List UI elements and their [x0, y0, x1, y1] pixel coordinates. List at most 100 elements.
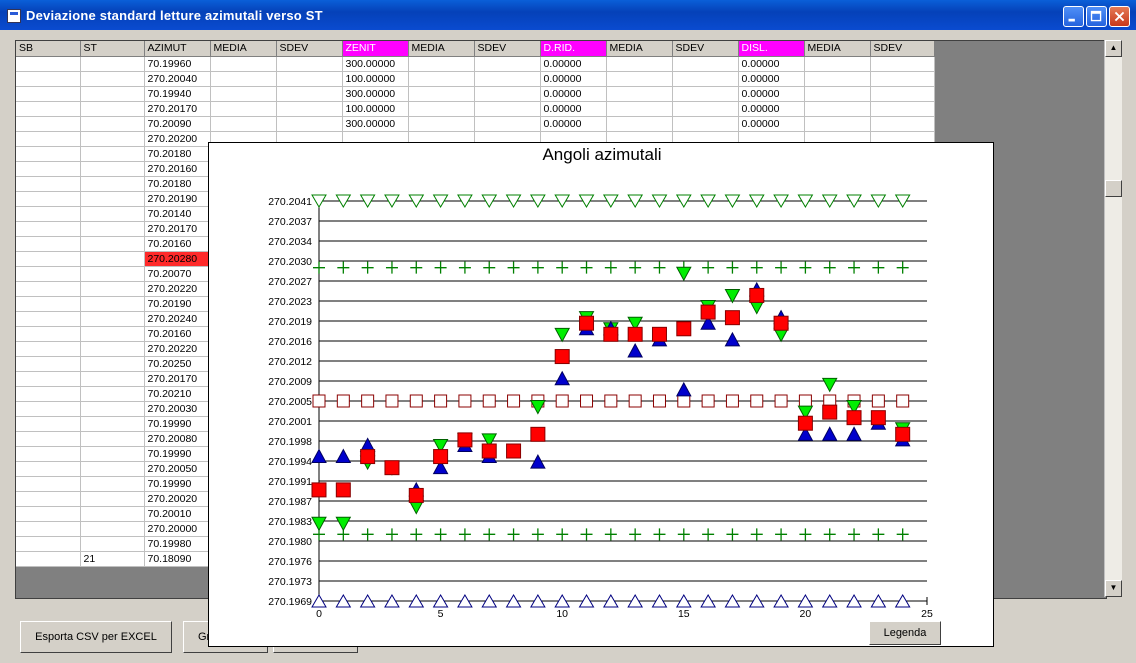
grid-cell[interactable]: [80, 236, 145, 252]
grid-cell[interactable]: 0.00000: [738, 56, 805, 72]
grid-cell[interactable]: 270.20220: [144, 341, 211, 357]
grid-cell[interactable]: [16, 71, 81, 87]
vertical-scrollbar[interactable]: ▲ ▼: [1104, 40, 1122, 597]
grid-cell[interactable]: [16, 536, 81, 552]
grid-cell[interactable]: 270.20240: [144, 311, 211, 327]
grid-cell[interactable]: [16, 551, 81, 567]
grid-cell[interactable]: 270.20190: [144, 191, 211, 207]
grid-cell[interactable]: [804, 56, 871, 72]
grid-cell[interactable]: 70.20090: [144, 116, 211, 132]
grid-cell[interactable]: [80, 461, 145, 477]
grid-cell[interactable]: [80, 356, 145, 372]
grid-cell[interactable]: [80, 416, 145, 432]
grid-cell[interactable]: 70.19990: [144, 476, 211, 492]
grid-cell[interactable]: [210, 116, 277, 132]
grid-cell[interactable]: [210, 101, 277, 117]
grid-cell[interactable]: [408, 71, 475, 87]
grid-cell[interactable]: [16, 461, 81, 477]
grid-header-cell[interactable]: SDEV: [276, 41, 343, 57]
grid-cell[interactable]: [16, 116, 81, 132]
grid-header-cell[interactable]: SB: [16, 41, 81, 57]
grid-cell[interactable]: [80, 311, 145, 327]
grid-header-cell[interactable]: MEDIA: [408, 41, 475, 57]
grid-cell[interactable]: [80, 386, 145, 402]
grid-cell[interactable]: 21: [80, 551, 145, 567]
grid-cell[interactable]: [408, 86, 475, 102]
grid-cell[interactable]: [870, 71, 935, 87]
grid-cell[interactable]: [16, 221, 81, 237]
grid-cell[interactable]: 0.00000: [738, 101, 805, 117]
grid-cell[interactable]: [16, 101, 81, 117]
grid-cell[interactable]: 70.19990: [144, 446, 211, 462]
grid-cell[interactable]: 70.19960: [144, 56, 211, 72]
grid-row[interactable]: 270.20170 100.00000 0.00000 0.00000: [16, 101, 935, 117]
grid-cell[interactable]: [16, 371, 81, 387]
grid-cell[interactable]: [16, 296, 81, 312]
grid-cell[interactable]: [870, 101, 935, 117]
grid-cell[interactable]: [672, 86, 739, 102]
grid-cell[interactable]: 270.20080: [144, 431, 211, 447]
grid-header-cell[interactable]: ST: [80, 41, 145, 57]
grid-cell[interactable]: 270.20200: [144, 131, 211, 147]
grid-cell[interactable]: 70.20190: [144, 296, 211, 312]
grid-cell[interactable]: [474, 116, 541, 132]
grid-header-cell[interactable]: SDEV: [672, 41, 739, 57]
grid-cell[interactable]: [80, 341, 145, 357]
grid-cell[interactable]: [16, 416, 81, 432]
grid-cell[interactable]: 70.20180: [144, 146, 211, 162]
grid-cell[interactable]: [16, 491, 81, 507]
grid-cell[interactable]: [80, 251, 145, 267]
scroll-up-button[interactable]: ▲: [1105, 40, 1122, 57]
grid-header-cell[interactable]: SDEV: [474, 41, 541, 57]
grid-cell[interactable]: [80, 161, 145, 177]
grid-row[interactable]: 70.19960 300.00000 0.00000 0.00000: [16, 56, 935, 72]
grid-cell[interactable]: [16, 431, 81, 447]
grid-cell[interactable]: 70.20250: [144, 356, 211, 372]
grid-header-cell[interactable]: MEDIA: [804, 41, 871, 57]
grid-cell[interactable]: 270.20160: [144, 161, 211, 177]
grid-cell[interactable]: 270.20280: [144, 251, 211, 267]
grid-cell[interactable]: [16, 521, 81, 537]
grid-cell[interactable]: [16, 356, 81, 372]
grid-cell[interactable]: [16, 326, 81, 342]
grid-cell[interactable]: [80, 506, 145, 522]
grid-cell[interactable]: [80, 296, 145, 312]
grid-cell[interactable]: [276, 86, 343, 102]
grid-cell[interactable]: [80, 56, 145, 72]
grid-cell[interactable]: [16, 281, 81, 297]
grid-cell[interactable]: [80, 176, 145, 192]
grid-cell[interactable]: [474, 71, 541, 87]
grid-cell[interactable]: [16, 236, 81, 252]
grid-header-cell[interactable]: SDEV: [870, 41, 935, 57]
grid-header-cell[interactable]: MEDIA: [210, 41, 277, 57]
grid-cell[interactable]: 270.20170: [144, 101, 211, 117]
grid-cell[interactable]: [16, 386, 81, 402]
grid-cell[interactable]: [870, 116, 935, 132]
grid-cell[interactable]: [606, 56, 673, 72]
grid-cell[interactable]: [80, 431, 145, 447]
grid-cell[interactable]: [474, 101, 541, 117]
grid-cell[interactable]: [16, 251, 81, 267]
grid-cell[interactable]: 300.00000: [342, 116, 409, 132]
grid-cell[interactable]: [804, 86, 871, 102]
grid-cell[interactable]: [80, 401, 145, 417]
grid-cell[interactable]: [804, 101, 871, 117]
grid-cell[interactable]: [870, 86, 935, 102]
grid-cell[interactable]: [16, 131, 81, 147]
grid-cell[interactable]: [80, 131, 145, 147]
grid-cell[interactable]: 0.00000: [738, 116, 805, 132]
grid-cell[interactable]: [80, 476, 145, 492]
grid-cell[interactable]: 270.20170: [144, 221, 211, 237]
grid-cell[interactable]: 70.19980: [144, 536, 211, 552]
grid-cell[interactable]: 270.20170: [144, 371, 211, 387]
grid-cell[interactable]: [16, 341, 81, 357]
grid-cell[interactable]: [16, 146, 81, 162]
close-button[interactable]: [1109, 6, 1130, 27]
grid-cell[interactable]: 70.20160: [144, 326, 211, 342]
grid-cell[interactable]: [16, 506, 81, 522]
grid-cell[interactable]: 70.20210: [144, 386, 211, 402]
export-csv-button[interactable]: Esporta CSV per EXCEL: [20, 621, 172, 653]
grid-row[interactable]: 70.20090 300.00000 0.00000 0.00000: [16, 116, 935, 132]
grid-cell[interactable]: [80, 371, 145, 387]
grid-cell[interactable]: [80, 221, 145, 237]
